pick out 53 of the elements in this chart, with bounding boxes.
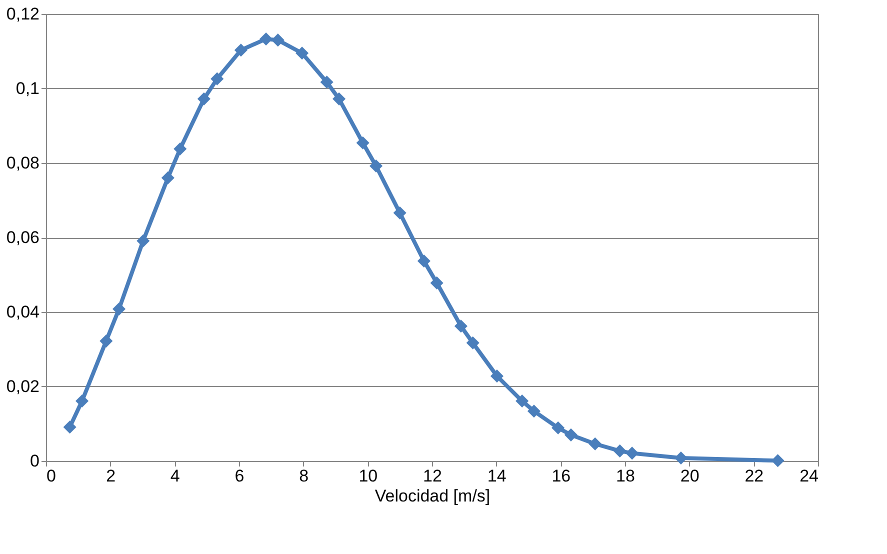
point xyxy=(296,46,309,60)
x-tick-label: 6 xyxy=(234,466,244,486)
point xyxy=(100,334,113,348)
point xyxy=(417,254,430,268)
point xyxy=(197,92,210,106)
y-tick-label: 0,04 xyxy=(6,302,40,322)
x-tick-label: 16 xyxy=(552,466,571,486)
point xyxy=(210,72,224,86)
point xyxy=(174,142,187,156)
point xyxy=(320,76,334,89)
point xyxy=(626,446,639,460)
y-tick-label: 0,08 xyxy=(6,154,40,172)
point xyxy=(466,336,480,350)
point xyxy=(454,320,468,333)
point xyxy=(260,32,273,46)
x-tick-label: 24 xyxy=(800,466,818,486)
x-tick-label: 14 xyxy=(487,466,506,486)
point xyxy=(393,206,406,220)
x-tick-label: 2 xyxy=(106,466,116,486)
x-tick-label: 20 xyxy=(680,466,700,486)
x-tick-label: 12 xyxy=(423,466,442,486)
y-tick-label: 0 xyxy=(30,452,40,470)
x-tick-label: 4 xyxy=(170,466,180,486)
point xyxy=(161,171,174,184)
x-tick-label: 8 xyxy=(299,466,309,486)
point xyxy=(564,428,578,442)
point xyxy=(771,454,784,468)
x-tick-label: 10 xyxy=(358,466,378,486)
x-axis-title: Velocidad [m/s] xyxy=(374,486,490,506)
point xyxy=(490,370,504,383)
point xyxy=(234,44,248,57)
point xyxy=(332,92,346,106)
x-tick-label: 22 xyxy=(744,466,764,486)
point xyxy=(613,444,626,458)
y-tick-label: 0,06 xyxy=(6,228,40,247)
point xyxy=(356,136,370,150)
point xyxy=(112,302,126,316)
point xyxy=(552,421,565,434)
point xyxy=(674,452,688,465)
point xyxy=(430,276,444,290)
y-tick-label: 0,02 xyxy=(6,377,40,396)
x-tick-label: 18 xyxy=(616,466,635,486)
point xyxy=(370,159,383,172)
point xyxy=(63,420,76,434)
y-tick-label: 0,12 xyxy=(6,4,40,24)
point xyxy=(271,34,284,47)
point xyxy=(76,394,89,408)
x-tick-label: 0 xyxy=(46,466,56,486)
point xyxy=(516,394,529,408)
point xyxy=(527,404,540,418)
y-tick-label: 0,1 xyxy=(16,79,40,98)
point xyxy=(588,437,602,450)
point xyxy=(136,234,150,248)
